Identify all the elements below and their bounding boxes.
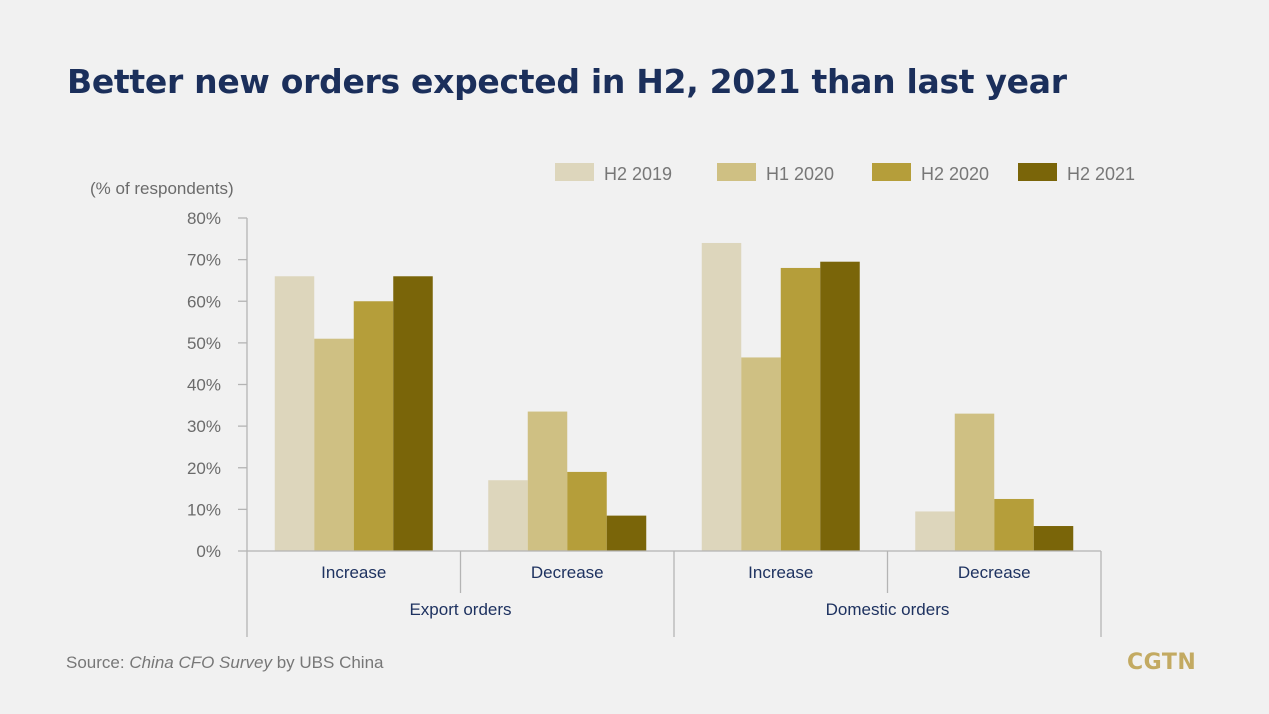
bar: [701, 242, 742, 551]
legend-swatch: [1018, 163, 1057, 181]
bar: [915, 511, 955, 551]
bar: [527, 411, 568, 551]
x-axis: Increase Decrease Increase Decrease Export o…: [247, 550, 1102, 637]
bar: [994, 498, 1034, 551]
y-tick-label: 60%: [187, 292, 221, 311]
cgtn-logo: CGTN: [1127, 650, 1197, 675]
source-suffix: by UBS China: [271, 653, 384, 672]
chart-title: Better new orders expected in H2, 2021 t…: [67, 62, 1067, 101]
bar: [488, 480, 528, 551]
y-tick-label: 50%: [187, 334, 221, 353]
source-prefix: Source:: [66, 653, 130, 672]
legend-label: H2 2020: [921, 164, 989, 184]
category-label: Decrease: [958, 563, 1031, 582]
y-tick-label: 30%: [187, 417, 221, 436]
y-tick-label: 0%: [196, 542, 221, 561]
source-note: Source: China CFO Survey by UBS China: [66, 653, 383, 673]
y-axis: 0% 10% 20% 30% 40% 50% 60% 70% 80%: [187, 209, 248, 637]
legend-label: H1 2020: [766, 164, 834, 184]
bar: [274, 276, 315, 551]
bars: [274, 242, 1074, 551]
legend-swatch: [872, 163, 911, 181]
bar: [780, 267, 821, 551]
bar: [353, 301, 394, 551]
source-title: China CFO Survey: [129, 653, 272, 672]
bar: [741, 357, 781, 551]
legend-swatch: [555, 163, 594, 181]
legend-label: H2 2019: [604, 164, 672, 184]
bar: [820, 261, 860, 551]
bar: [393, 276, 433, 551]
y-axis-label: (% of respondents): [90, 179, 234, 198]
y-tick-label: 80%: [187, 209, 221, 228]
y-tick-label: 40%: [187, 376, 221, 395]
category-label: Decrease: [531, 563, 604, 582]
group-label: Domestic orders: [826, 600, 950, 619]
legend: H2 2019 H1 2020 H2 2020 H2 2021: [555, 163, 1135, 184]
bar: [1033, 526, 1074, 551]
category-label: Increase: [321, 563, 386, 582]
y-tick-label: 10%: [187, 500, 221, 519]
bar: [954, 413, 995, 551]
legend-label: H2 2021: [1067, 164, 1135, 184]
category-label: Increase: [748, 563, 813, 582]
bar: [567, 471, 607, 551]
legend-swatch: [717, 163, 756, 181]
y-tick-label: 20%: [187, 459, 221, 478]
y-tick-label: 70%: [187, 251, 221, 270]
bar: [314, 338, 354, 551]
group-label: Export orders: [409, 600, 511, 619]
bar: [606, 515, 647, 551]
